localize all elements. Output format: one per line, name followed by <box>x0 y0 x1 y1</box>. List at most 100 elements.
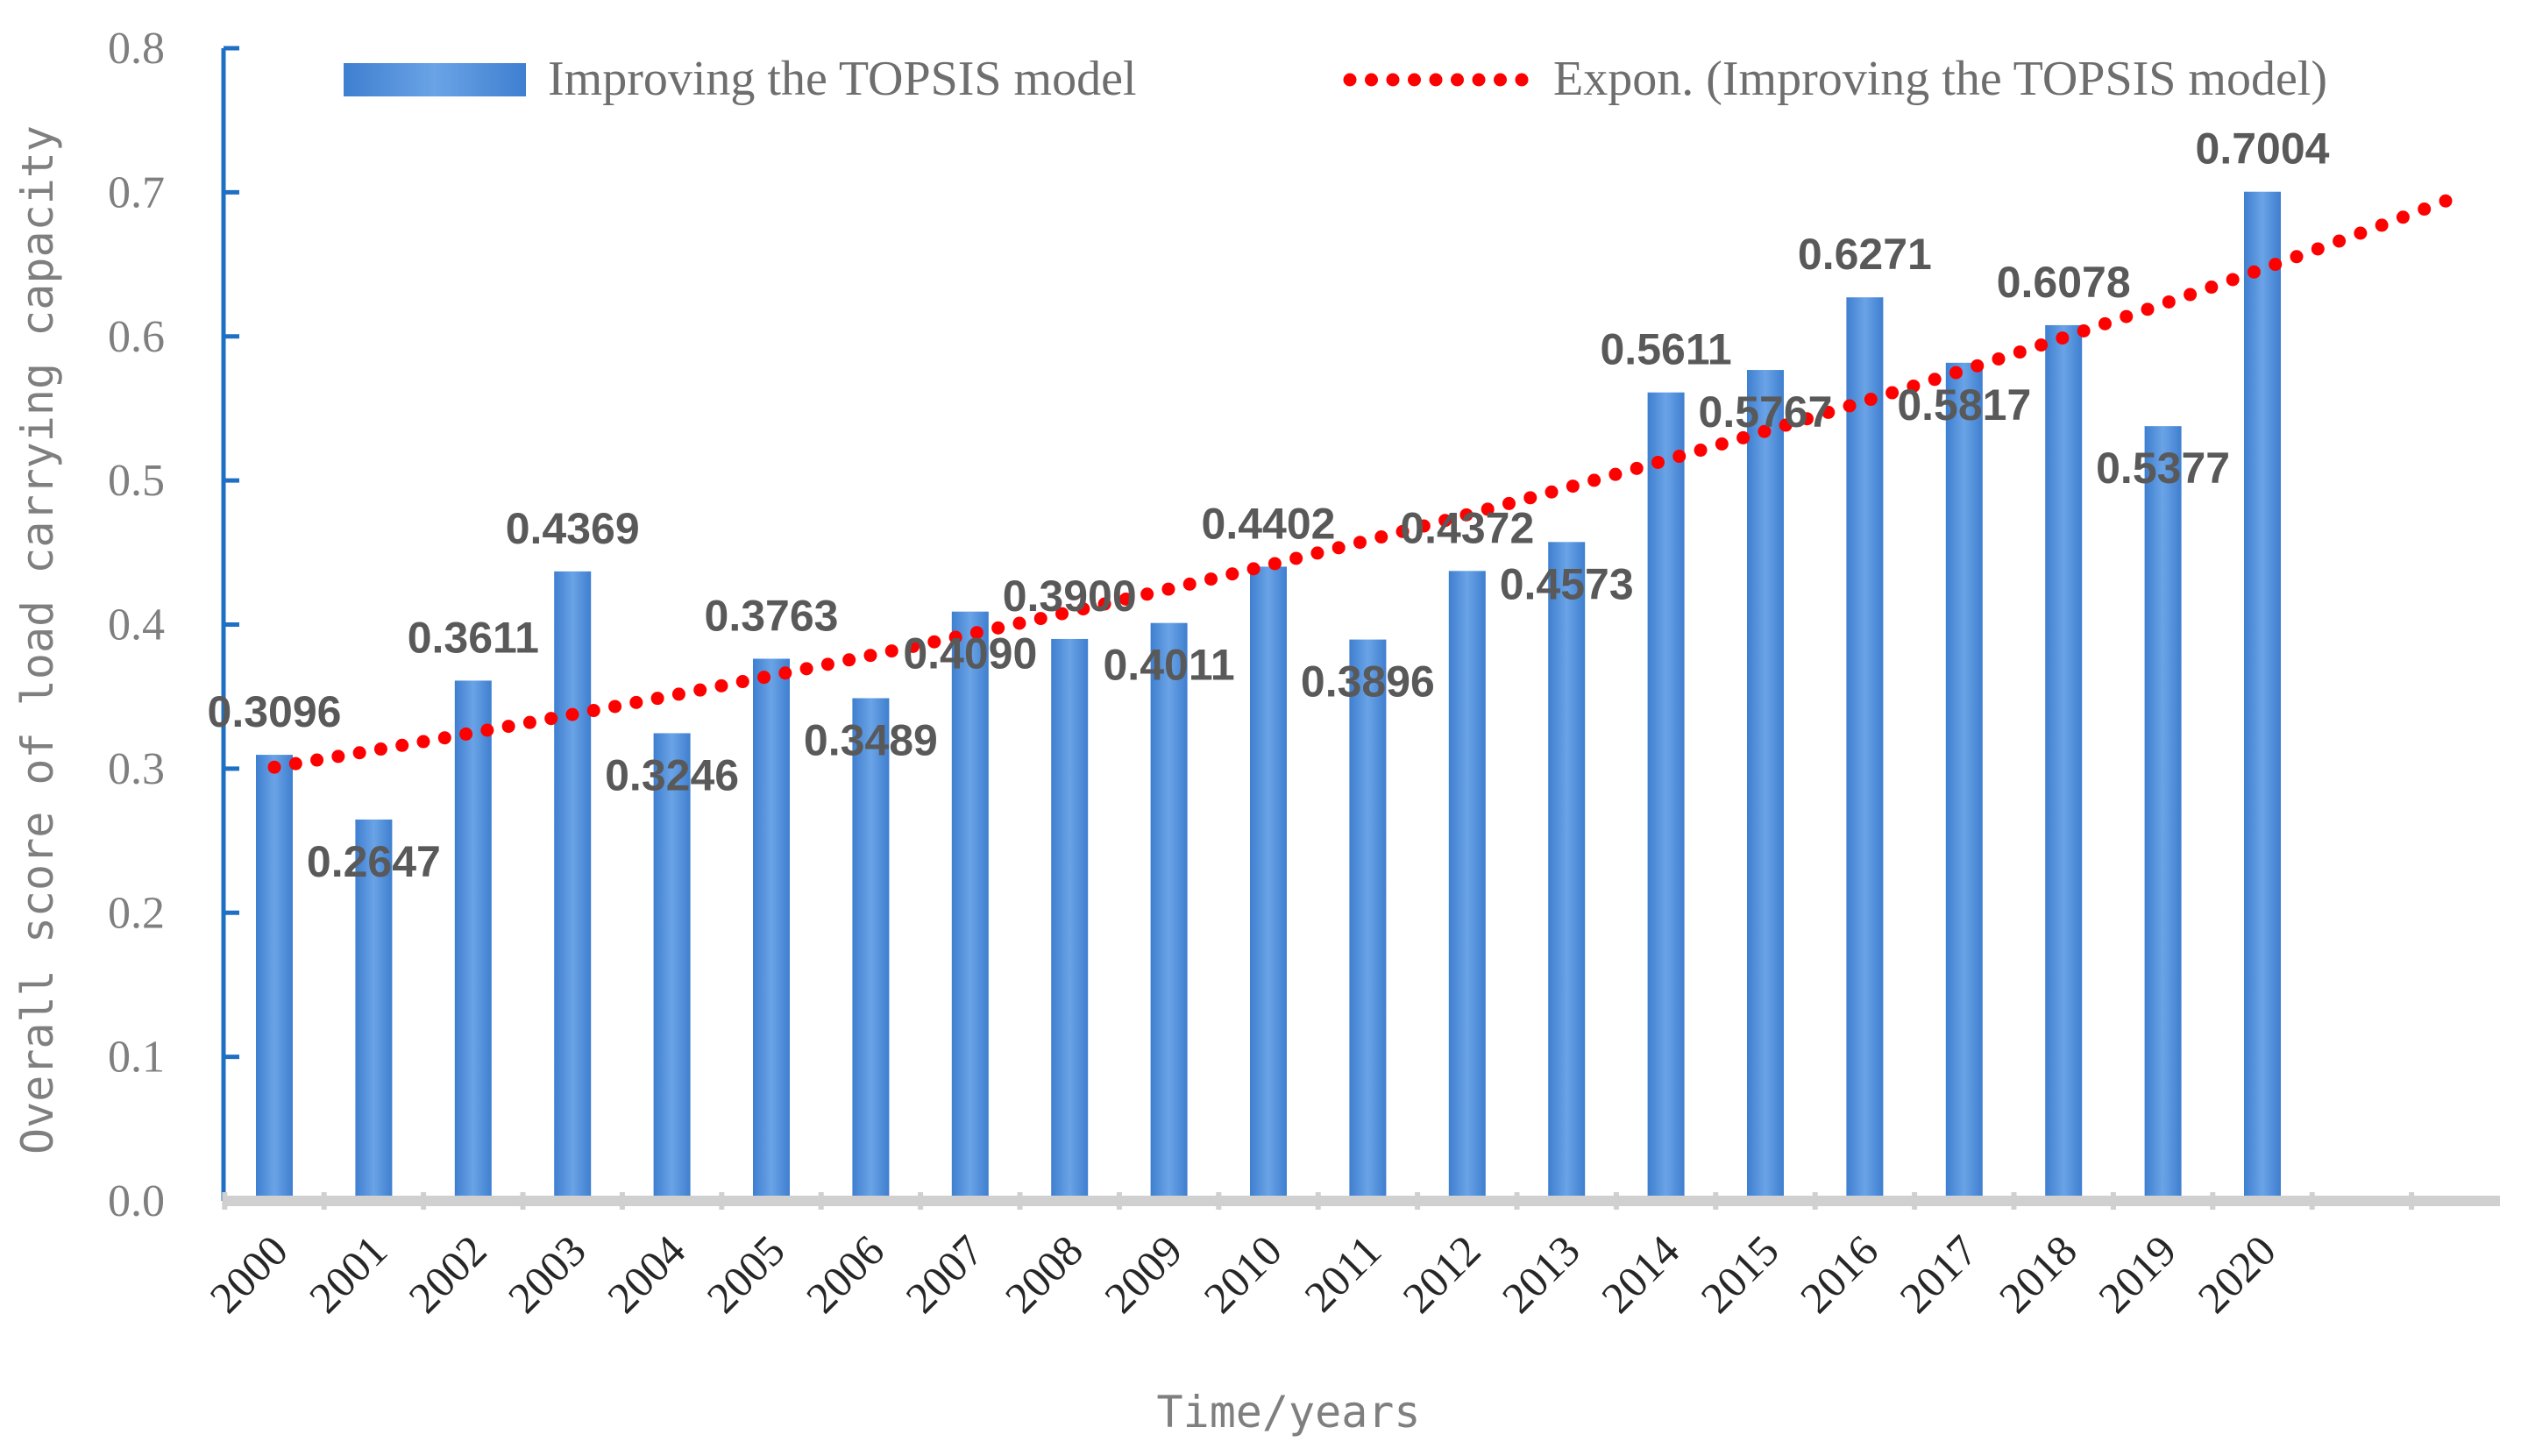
trendline-dot <box>820 657 834 671</box>
legend-trendline-dot <box>1494 73 1507 87</box>
trendline-dot <box>1864 393 1878 407</box>
trendline-dot <box>1779 418 1793 432</box>
bar-2013 <box>1548 542 1586 1201</box>
bar-2016 <box>1846 297 1884 1202</box>
trendline-dot <box>1715 437 1729 451</box>
trendline-dot <box>1097 597 1111 611</box>
trendline-dot <box>480 723 494 737</box>
trendline-dot <box>671 687 685 701</box>
trendline-dot <box>735 675 749 689</box>
bar-2011 <box>1349 639 1387 1201</box>
x-tick-label: 2017 <box>1890 1225 1986 1322</box>
data-label-2011: 0.3896 <box>1301 657 1435 707</box>
bar-2020 <box>2244 191 2281 1201</box>
trendline-dot <box>2162 295 2176 309</box>
bar-2012 <box>1448 571 1486 1201</box>
trendline-dot <box>267 760 281 774</box>
trendline-dot <box>416 735 430 749</box>
data-label-2001: 0.2647 <box>307 837 441 886</box>
trendline-dot <box>1758 424 1772 438</box>
trendline-dot <box>650 692 664 706</box>
x-tick-label: 2014 <box>1592 1225 1688 1322</box>
axes <box>221 46 2500 1210</box>
data-label-2009: 0.4011 <box>1104 641 1235 690</box>
trendline-dot <box>1459 508 1474 522</box>
trendline-dot <box>863 649 877 663</box>
trendline-dot <box>1161 582 1175 596</box>
trendline-dot <box>331 749 345 764</box>
legend-swatch-bars <box>344 63 526 96</box>
trendline-dot <box>1800 412 1814 426</box>
bar-2007 <box>951 611 989 1201</box>
trendline-dot <box>1438 514 1452 528</box>
trendline-dot <box>1182 577 1197 591</box>
trendline-dot <box>288 756 302 771</box>
legend-trendline-dot <box>1386 73 1400 87</box>
trendline-dot <box>1566 479 1580 494</box>
trendline-dot <box>2439 194 2453 208</box>
trendline-dot <box>1310 546 1324 560</box>
trendline-dot <box>1630 461 1644 475</box>
trendline-dot <box>501 720 515 734</box>
trendline-dot <box>1118 592 1133 606</box>
x-tick-label: 2013 <box>1493 1225 1589 1322</box>
trendline-dot <box>2141 302 2155 316</box>
y-axis-title: Overall score of load carrying capacity <box>12 125 63 1154</box>
trendline-dot <box>1545 485 1559 499</box>
bar-2000 <box>256 755 293 1201</box>
trendline-dot <box>884 644 898 658</box>
trendline-dot <box>1843 399 1857 413</box>
trendline-dot <box>948 630 962 644</box>
x-tick-label: 2005 <box>697 1225 793 1322</box>
legend-trendline-dot <box>1429 73 1443 87</box>
trendline-dot <box>2418 202 2432 217</box>
data-label-2014: 0.5611 <box>1601 325 1732 374</box>
x-tick-label: 2000 <box>200 1225 296 1322</box>
bar-2005 <box>753 658 790 1201</box>
trendline-dot <box>2354 226 2368 240</box>
trendline-dot <box>2035 338 2049 352</box>
trendline-dot <box>1481 502 1495 516</box>
y-tick-label: 0.8 <box>108 24 165 74</box>
trendline-dot <box>2120 309 2134 323</box>
trendline-dot <box>2375 218 2389 232</box>
trendline-dot <box>2311 242 2325 256</box>
x-tick-label: 2011 <box>1295 1225 1390 1321</box>
bar-2019 <box>2144 426 2182 1201</box>
legend-trendline-dot <box>1451 73 1464 87</box>
y-tick-label: 0.0 <box>108 1176 165 1226</box>
y-tick-label: 0.2 <box>108 888 165 938</box>
trendline-dot <box>1033 612 1047 626</box>
trendline-dot <box>2184 288 2198 302</box>
trendline <box>267 194 2453 774</box>
trendline-dot <box>1587 473 1601 487</box>
data-label-2016: 0.6271 <box>1798 230 1932 279</box>
trendline-dot <box>629 695 643 709</box>
trendline-dot <box>2226 273 2240 287</box>
trendline-dot <box>927 635 941 649</box>
trendline-dot <box>757 671 771 685</box>
trendline-dot <box>2056 331 2070 345</box>
trendline-dot <box>1332 541 1346 555</box>
data-label-2006: 0.3489 <box>804 715 938 764</box>
trendline-dot <box>778 666 792 680</box>
trendline-dot <box>1928 373 1942 387</box>
trendline-dot <box>2269 258 2283 272</box>
trendline-dot <box>1204 572 1218 586</box>
trendline-dot <box>1885 386 1900 400</box>
trendline-dot <box>2396 210 2410 224</box>
bar-2006 <box>852 698 890 1201</box>
bar-2002 <box>454 680 492 1201</box>
data-label-2004: 0.3246 <box>605 750 739 799</box>
legend-trendline-dot <box>1408 73 1421 87</box>
x-tick-label: 2019 <box>2089 1225 2185 1322</box>
trendline-dot <box>1076 602 1090 616</box>
trendline-dot <box>1822 405 1836 419</box>
y-tick-label: 0.6 <box>108 312 165 362</box>
data-label-2012: 0.4372 <box>1400 503 1534 552</box>
y-axis-tick-labels: 0.0 0.1 0.2 0.3 0.4 0.5 0.6 0.7 0.8 <box>108 24 165 1226</box>
trendline-dot <box>1949 366 1963 380</box>
bar-series <box>256 191 2281 1202</box>
data-label-2019: 0.5377 <box>2096 444 2230 493</box>
